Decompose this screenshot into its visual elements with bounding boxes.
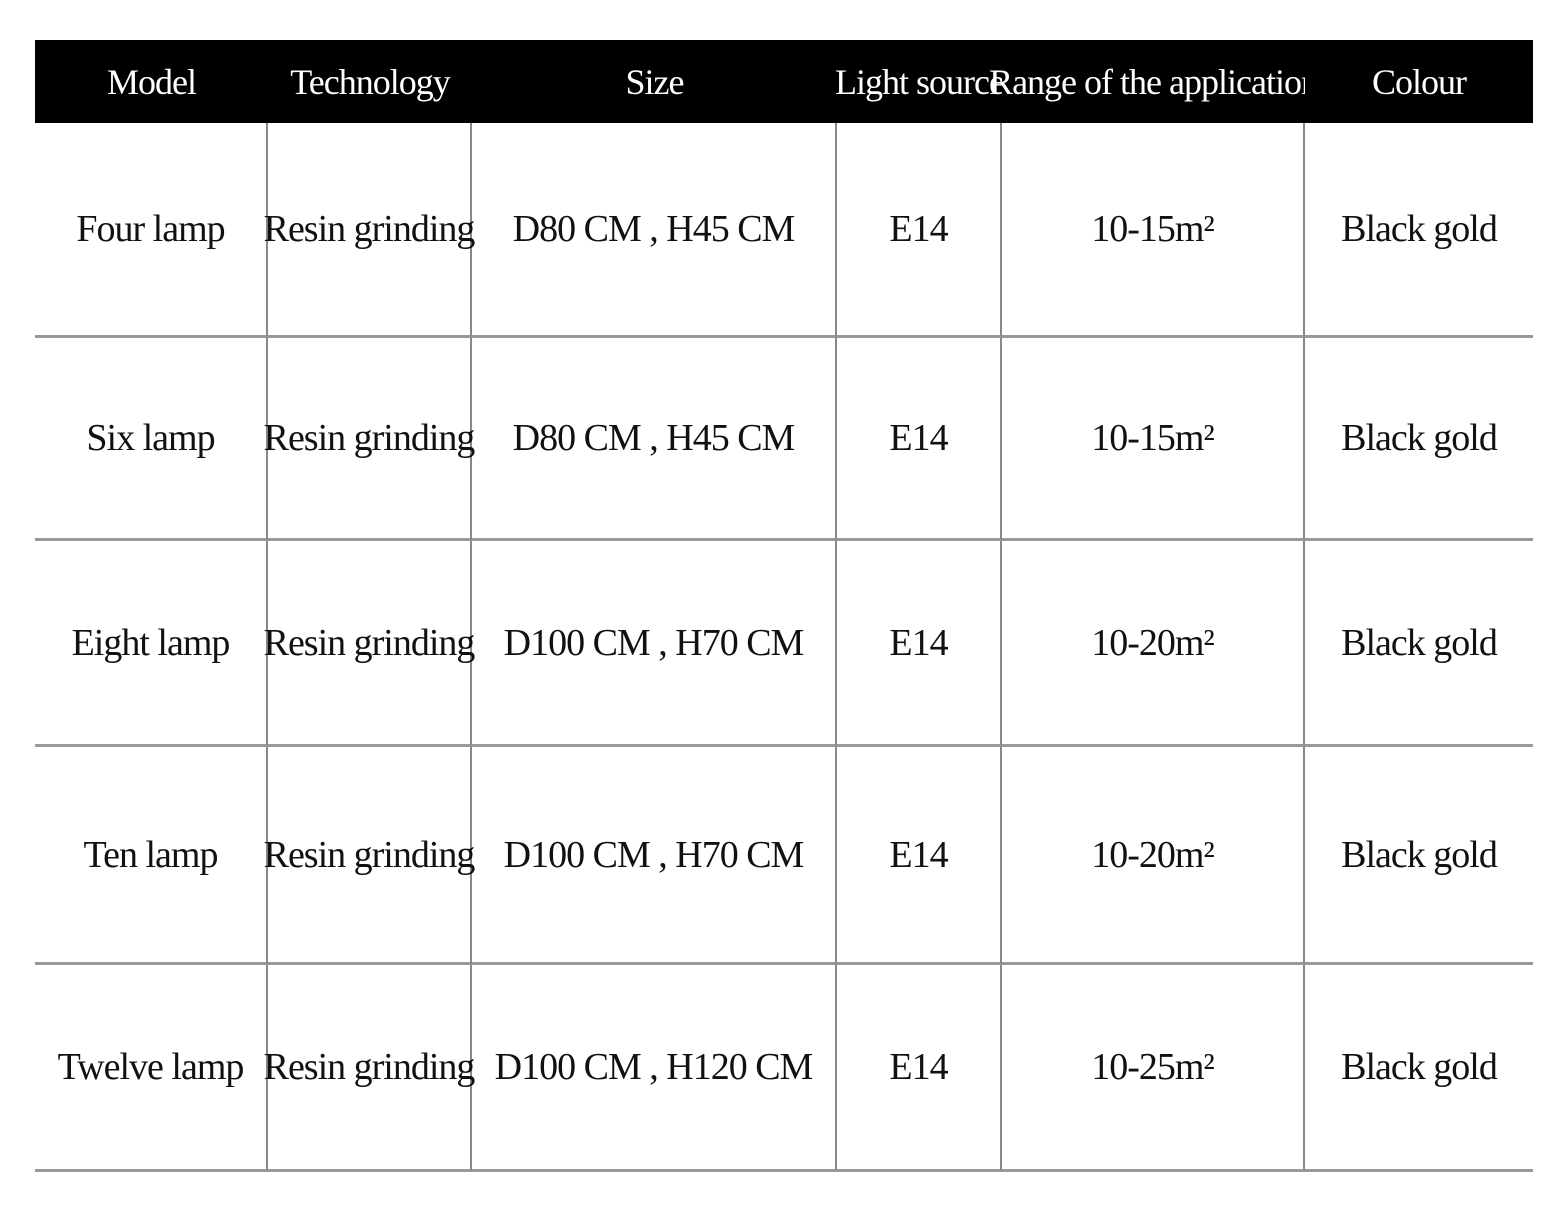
table-cell: Black gold (1305, 747, 1533, 965)
table-cell: D100 CM , H120 CM (472, 965, 837, 1172)
table-cell: 10-25m² (1002, 965, 1305, 1172)
table-cell: Ten lamp (35, 747, 268, 965)
header-cell: Model (35, 40, 268, 123)
header-cell: Range of the application (989, 40, 1319, 123)
header-cell: Size (472, 40, 837, 123)
table-cell: Twelve lamp (35, 965, 268, 1172)
table-cell: Four lamp (35, 123, 268, 338)
table-cell: 10-15m² (1002, 123, 1305, 338)
header-cell: Technology (268, 40, 472, 123)
table-cell: D100 CM , H70 CM (472, 541, 837, 747)
table-cell: E14 (837, 965, 1002, 1172)
table-cell: E14 (837, 338, 1002, 541)
table-cell: D80 CM , H45 CM (472, 338, 837, 541)
table-cell: E14 (837, 123, 1002, 338)
header-cell: Light source (835, 40, 1005, 123)
table-cell: Resin grinding (264, 338, 475, 541)
table-cell: Resin grinding (264, 747, 475, 965)
table-cell: 10-15m² (1002, 338, 1305, 541)
table-cell: E14 (837, 747, 1002, 965)
table-cell: Eight lamp (35, 541, 268, 747)
table-cell: Black gold (1305, 965, 1533, 1172)
table-cell: D100 CM , H70 CM (472, 747, 837, 965)
table-cell: Resin grinding (264, 541, 475, 747)
table-cell: 10-20m² (1002, 747, 1305, 965)
table-cell: E14 (837, 541, 1002, 747)
header-cell: Colour (1305, 40, 1533, 123)
table-cell: Resin grinding (264, 123, 475, 338)
table-cell: Black gold (1305, 541, 1533, 747)
table-cell: Black gold (1305, 338, 1533, 541)
table-cell: D80 CM , H45 CM (472, 123, 837, 338)
table-cell: 10-20m² (1002, 541, 1305, 747)
table-cell: Black gold (1305, 123, 1533, 338)
table-cell: Resin grinding (264, 965, 475, 1172)
table-cell: Six lamp (35, 338, 268, 541)
